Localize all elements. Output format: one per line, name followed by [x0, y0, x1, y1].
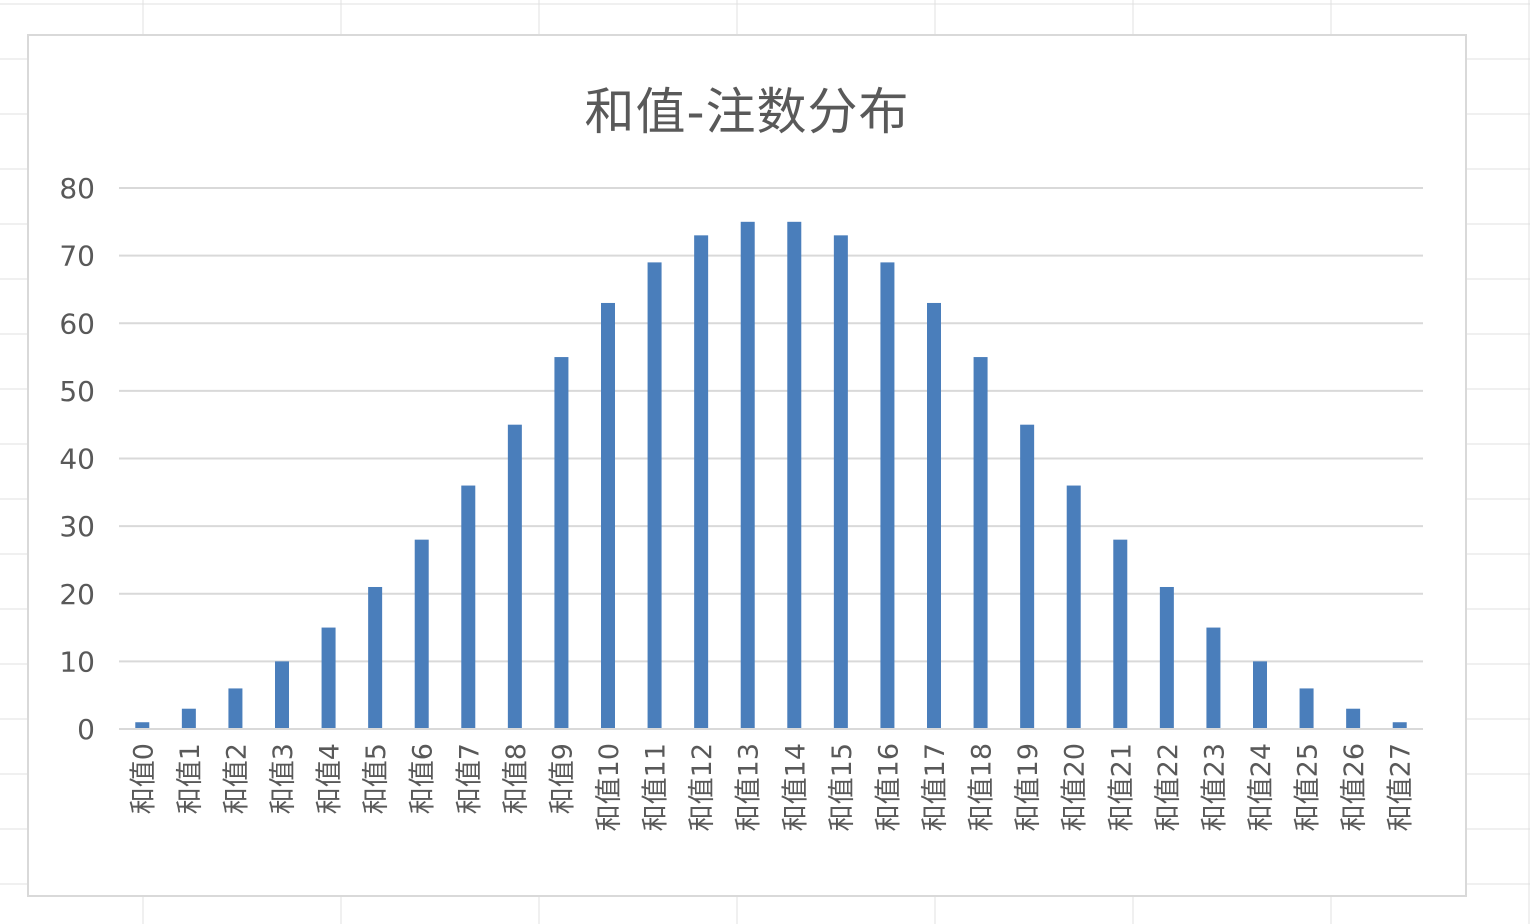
chart-title: 和值-注数分布 — [584, 83, 910, 141]
x-tick-label: 和值16 — [873, 743, 904, 831]
y-tick-label: 50 — [59, 375, 95, 408]
bar — [1392, 722, 1407, 729]
x-tick-label: 和值17 — [920, 743, 951, 831]
x-tick-label: 和值13 — [734, 743, 765, 831]
bar — [880, 262, 895, 729]
bar — [228, 688, 243, 729]
x-tick-label: 和值23 — [1199, 743, 1230, 831]
x-tick-label: 和值3 — [268, 743, 299, 814]
y-tick-label: 40 — [59, 443, 95, 476]
x-tick-label: 和值26 — [1339, 743, 1370, 831]
x-tick-label: 和值14 — [780, 743, 811, 831]
bar — [1066, 485, 1081, 729]
x-tick-label: 和值20 — [1060, 743, 1091, 831]
x-tick-label: 和值11 — [641, 743, 672, 831]
bar — [601, 302, 615, 729]
bar — [833, 235, 848, 729]
x-tick-label: 和值12 — [687, 743, 718, 831]
x-tick-label: 和值9 — [547, 743, 578, 814]
bar — [1113, 539, 1128, 729]
x-tick-label: 和值24 — [1246, 743, 1277, 831]
x-tick-label: 和值6 — [408, 743, 439, 814]
x-tick-label: 和值0 — [128, 743, 159, 814]
x-tick-label: 和值25 — [1293, 743, 1324, 831]
bar — [1253, 661, 1267, 729]
y-axis-ticks: 0 10 20 30 40 50 60 70 80 — [59, 172, 95, 746]
bar — [135, 722, 150, 729]
x-tick-label: 和值27 — [1386, 743, 1417, 831]
bars — [135, 221, 1407, 729]
y-tick-label: 60 — [59, 307, 95, 340]
bar — [1299, 688, 1314, 729]
x-tick-label: 和值18 — [967, 743, 998, 831]
bar — [368, 586, 383, 729]
x-tick-label: 和值15 — [827, 743, 858, 831]
bar — [275, 661, 289, 729]
x-tick-label: 和值4 — [315, 743, 346, 814]
bar — [973, 357, 988, 729]
bar — [1159, 586, 1174, 729]
bar — [1346, 708, 1361, 729]
x-axis-ticks: 和值0 和值1 和值2 和值3 和值4 和值5 和值6 和值7 和值8 和值9 和值10 和值11 和值… — [128, 743, 1416, 831]
bar — [414, 539, 429, 729]
y-tick-label: 30 — [59, 510, 95, 543]
bar — [647, 262, 662, 729]
y-tick-label: 80 — [59, 172, 95, 205]
y-tick-label: 70 — [59, 240, 95, 273]
bar — [740, 221, 755, 729]
bar — [927, 302, 941, 729]
chart-container[interactable]: 和值-注数分布 0 10 20 30 40 50 60 70 80 和值0 和值1 和值2 和值3 和值… — [27, 34, 1467, 897]
y-tick-label: 20 — [59, 578, 95, 611]
x-tick-label: 和值5 — [361, 743, 392, 814]
bar — [507, 424, 522, 729]
x-tick-label: 和值21 — [1106, 743, 1137, 831]
bar — [554, 357, 569, 729]
bar — [1206, 627, 1221, 729]
x-tick-label: 和值7 — [454, 743, 485, 814]
bar — [181, 708, 196, 729]
bar — [461, 485, 476, 729]
bar — [787, 221, 802, 729]
y-tick-label: 10 — [59, 645, 95, 678]
y-tick-label: 0 — [77, 713, 95, 746]
x-tick-label: 和值8 — [501, 743, 532, 814]
x-tick-label: 和值10 — [594, 743, 625, 831]
x-tick-label: 和值22 — [1153, 743, 1184, 831]
bar — [321, 627, 336, 729]
gridlines — [119, 187, 1423, 663]
bar — [694, 235, 709, 729]
x-tick-label: 和值2 — [221, 743, 252, 814]
bar — [1020, 424, 1035, 729]
x-tick-label: 和值1 — [175, 743, 206, 814]
x-tick-label: 和值19 — [1013, 743, 1044, 831]
